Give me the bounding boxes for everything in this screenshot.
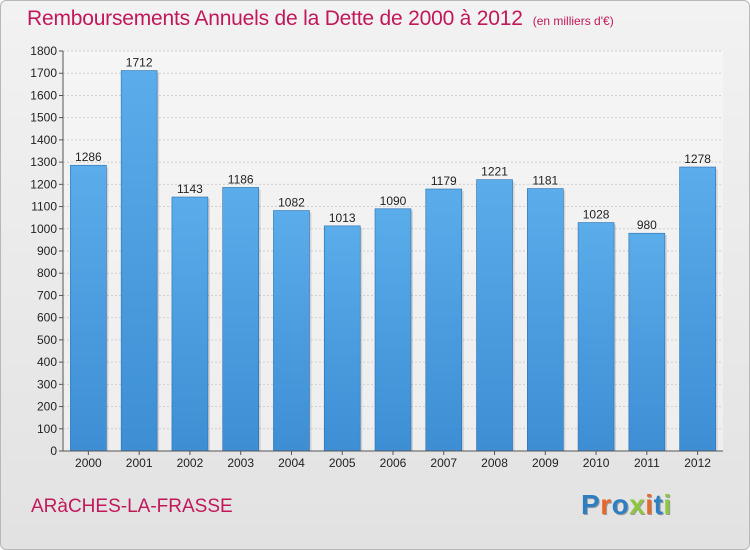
y-tick-label: 1200 <box>30 177 57 191</box>
y-tick-label: 800 <box>37 266 57 280</box>
logo-letter: t <box>653 489 664 520</box>
y-tick-label: 900 <box>37 244 57 258</box>
bar-value-label: 1143 <box>177 182 203 196</box>
bar[interactable] <box>222 187 259 452</box>
y-tick-label: 1000 <box>30 222 57 236</box>
y-tick-label: 1700 <box>30 66 57 80</box>
y-tick-label: 1100 <box>31 200 57 214</box>
bar[interactable] <box>628 232 666 452</box>
logo-letter: x <box>629 489 646 520</box>
bar-value-label: 1278 <box>684 152 711 166</box>
bar-value-label: 1221 <box>481 165 508 179</box>
logo-letter: r <box>600 489 612 520</box>
x-tick-label: 2003 <box>227 456 254 470</box>
x-tick-label: 2005 <box>329 456 356 470</box>
y-tick-label: 1400 <box>30 133 57 147</box>
bar[interactable] <box>425 188 463 452</box>
x-tick-label: 2002 <box>177 456 204 470</box>
bar[interactable] <box>577 222 615 452</box>
logo-letter: o <box>611 489 630 520</box>
logo-letter: P <box>581 489 601 520</box>
commune-name: ARàCHES-LA-FRASSE <box>31 496 233 517</box>
bar[interactable] <box>527 188 564 452</box>
chart-title-unit: (en milliers d'€) <box>532 14 614 28</box>
bar-value-label: 1013 <box>329 211 356 225</box>
y-tick-label: 200 <box>37 400 57 414</box>
y-tick-label: 1300 <box>30 155 57 169</box>
x-tick-label: 2008 <box>481 456 508 470</box>
y-tick-label: 700 <box>37 288 57 302</box>
y-tick-label: 0 <box>50 444 57 458</box>
bar-value-label: 1186 <box>228 172 254 186</box>
bar[interactable] <box>273 210 310 452</box>
bar-value-label: 1179 <box>431 174 457 188</box>
y-tick-label: 500 <box>37 333 57 347</box>
y-tick-label: 600 <box>37 311 57 325</box>
y-tick-label: 1800 <box>30 44 57 58</box>
bar-value-label: 1090 <box>380 194 407 208</box>
bar[interactable] <box>476 179 513 452</box>
y-tick-label: 400 <box>37 355 57 369</box>
bars: 1286 1712 1143 1186 1082 1013 1090 1179 1221 1181… <box>70 56 718 452</box>
x-tick-label: 2009 <box>532 456 559 470</box>
y-tick-label: 100 <box>37 422 57 436</box>
x-tick-label: 2007 <box>430 456 457 470</box>
logo-letter: i <box>645 489 654 520</box>
bar-value-label: 980 <box>637 218 657 232</box>
bar[interactable] <box>120 70 158 452</box>
x-tick-label: 2006 <box>380 456 407 470</box>
y-tick-label: 300 <box>37 377 57 391</box>
bar-value-label: 1286 <box>75 150 102 164</box>
bar[interactable] <box>171 196 209 452</box>
y-tick-label: 1500 <box>30 111 57 125</box>
bar[interactable] <box>70 164 107 452</box>
x-tick-label: 2012 <box>684 456 711 470</box>
proxiti-logo[interactable]: Proxiti <box>581 489 672 521</box>
bar-value-label: 1028 <box>583 208 610 222</box>
y-tick-label: 1600 <box>30 88 57 102</box>
bar-value-label: 1082 <box>278 196 305 210</box>
chart-title: Remboursements Annuels de la Dette de 20… <box>27 7 614 31</box>
logo-letter: i <box>663 489 672 520</box>
bar-value-label: 1181 <box>532 174 558 188</box>
x-tick-label: 2011 <box>634 456 660 470</box>
x-tick-label: 2004 <box>278 456 305 470</box>
chart-title-main: Remboursements Annuels de la Dette de 20… <box>27 7 523 30</box>
x-tick-label: 2000 <box>75 456 102 470</box>
x-tick-label: 2010 <box>583 456 610 470</box>
bar[interactable] <box>323 225 361 452</box>
bar-value-label: 1712 <box>126 56 153 70</box>
bar[interactable] <box>374 208 412 452</box>
x-tick-label: 2001 <box>126 456 153 470</box>
axes: 0 100 200 300 400 500 600 700 800 900 1000 1100 1200… <box>30 44 723 470</box>
bar[interactable] <box>679 166 716 452</box>
